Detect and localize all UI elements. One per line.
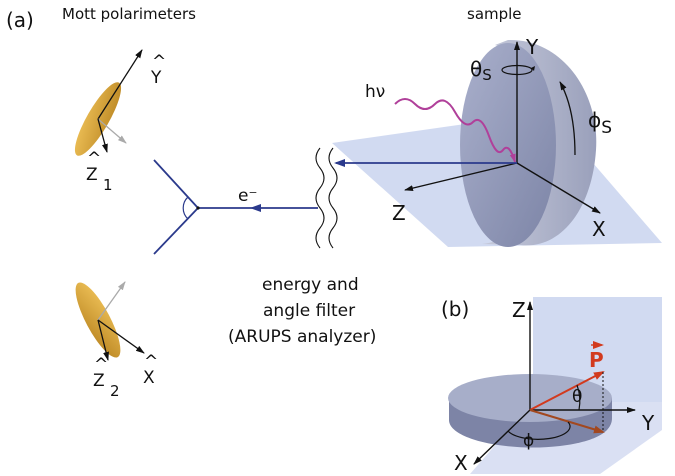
upper-hat-z-caret: ^ xyxy=(87,149,101,169)
panel-b-axis-x: X xyxy=(454,451,468,475)
upper-polarimeter xyxy=(74,49,143,156)
polarization-projection xyxy=(529,409,605,434)
upper-hat-y: Y xyxy=(150,68,162,88)
sample-axis-y: Y xyxy=(525,35,539,59)
theta-s-rotation-arrowhead xyxy=(531,66,535,71)
lower-hat-z-subscript: 2 xyxy=(110,382,120,400)
filter-label-line-1: energy and xyxy=(262,275,359,295)
mott-polarimeters-title: Mott polarimeters xyxy=(62,5,196,23)
panel-b-axis-y: Y xyxy=(641,411,655,435)
theta-arc xyxy=(576,384,581,411)
phi-s-label: ϕS xyxy=(588,108,612,138)
theta-label: θ xyxy=(572,387,582,407)
upper-hat-y-caret: ^ xyxy=(152,52,166,72)
sample-axis-x: X xyxy=(592,217,606,241)
lower-polarimeter xyxy=(75,281,145,361)
theta-s-label: θS xyxy=(470,57,492,84)
upper-hat-z: Z xyxy=(86,165,98,185)
photon-label: hν xyxy=(365,82,385,102)
polarization-label: P xyxy=(589,348,604,372)
sample-axes xyxy=(404,41,601,214)
sample-title: sample xyxy=(467,5,522,23)
energy-angle-filter xyxy=(315,147,338,249)
lower-hat-x: X xyxy=(143,368,155,388)
splitter-dot xyxy=(196,206,200,210)
filter-label-line-2: angle filter xyxy=(263,301,355,321)
upper-hat-z-subscript: 1 xyxy=(103,176,113,194)
panel-b-label: (b) xyxy=(441,297,469,321)
filter-label-line-3: (ARUPS analyzer) xyxy=(228,327,376,347)
panel-a-label: (a) xyxy=(6,8,34,32)
lower-hat-x-caret: ^ xyxy=(144,352,158,372)
theta-s-rotation-icon xyxy=(501,64,533,76)
panel-b-axes xyxy=(473,301,636,465)
lower-hat-z-caret: ^ xyxy=(94,355,108,375)
phi-s-rotation-icon xyxy=(559,81,576,156)
phi-label: ϕ xyxy=(523,431,534,451)
phi-arc xyxy=(507,421,571,440)
panel-b-axis-z: Z xyxy=(512,298,526,322)
electron-splitter xyxy=(153,159,252,255)
polarization-vector xyxy=(529,371,605,411)
vertical-plane xyxy=(533,297,662,402)
electron-label: e⁻ xyxy=(238,186,257,206)
lower-hat-z: Z xyxy=(93,371,105,391)
photon-wave xyxy=(394,98,516,163)
sample-axis-z: Z xyxy=(392,201,406,225)
